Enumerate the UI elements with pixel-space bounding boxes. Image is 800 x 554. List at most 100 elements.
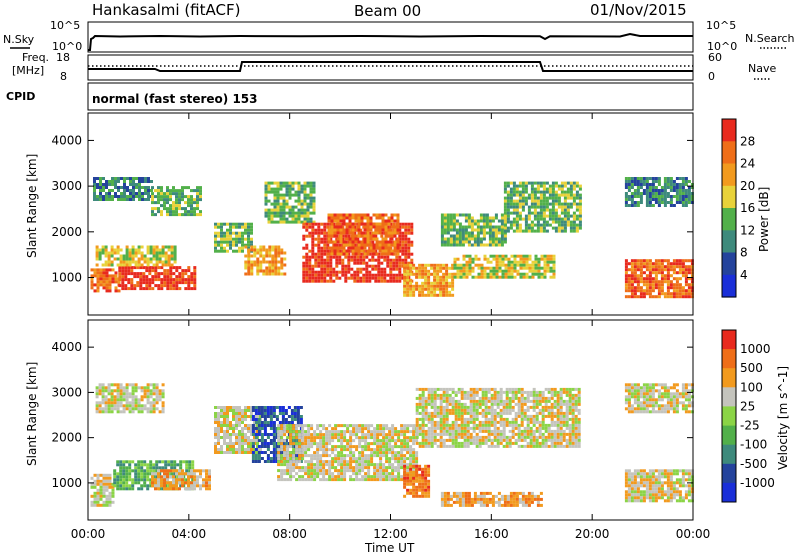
data-cell (543, 272, 547, 276)
data-cell (187, 278, 191, 282)
data-cell (323, 237, 327, 241)
data-cell (648, 289, 652, 293)
data-cell (436, 272, 440, 276)
data-cell (304, 430, 308, 434)
data-cell (172, 484, 175, 488)
data-cell (633, 274, 637, 278)
data-cell (303, 196, 307, 200)
data-cell (326, 258, 330, 262)
data-cell (274, 272, 278, 276)
data-cell (223, 231, 226, 235)
data-cell (325, 433, 329, 437)
data-cell (392, 279, 396, 283)
data-cell (336, 240, 340, 244)
data-cell (461, 234, 465, 238)
data-cell (642, 183, 646, 186)
data-cell (166, 469, 169, 473)
data-cell (678, 262, 682, 266)
data-cell (551, 211, 555, 215)
data-cell (383, 276, 387, 280)
data-cell (157, 272, 161, 276)
data-cell (355, 427, 359, 431)
data-cell (238, 225, 241, 229)
data-cell (116, 475, 120, 479)
data-cell (172, 201, 175, 205)
data-cell (235, 439, 238, 442)
data-cell (663, 292, 667, 296)
data-cell (310, 457, 314, 461)
data-cell (345, 231, 349, 235)
data-cell (175, 469, 178, 473)
data-cell (542, 199, 546, 203)
data-cell (470, 237, 474, 241)
data-cell (190, 487, 193, 491)
data-cell (548, 223, 552, 227)
data-cell (548, 184, 552, 188)
data-cell (291, 205, 295, 209)
data-cell (389, 228, 393, 232)
data-cell (299, 418, 303, 421)
data-cell (285, 205, 289, 209)
data-cell (299, 421, 303, 424)
data-cell (256, 272, 260, 276)
data-cell (539, 181, 543, 185)
data-cell (385, 466, 389, 470)
data-cell (172, 487, 175, 491)
data-cell (364, 448, 368, 452)
data-cell (482, 228, 486, 232)
data-cell (323, 231, 327, 235)
data-cell (539, 205, 543, 209)
data-cell (268, 269, 272, 273)
data-cell (331, 460, 335, 464)
data-cell (148, 272, 152, 276)
data-cell (116, 407, 120, 411)
data-cell (110, 401, 114, 405)
data-cell (90, 500, 94, 504)
data-cell (273, 220, 277, 224)
data-cell (654, 265, 658, 269)
data-cell (329, 276, 333, 280)
data-cell (285, 211, 289, 215)
data-cell (105, 476, 109, 480)
data-cell (349, 463, 353, 467)
data-cell (107, 404, 111, 408)
data-cell (678, 265, 682, 269)
freq-label: Freq. (22, 51, 49, 64)
data-cell (259, 269, 263, 273)
data-cell (238, 448, 241, 451)
data-cell (119, 383, 123, 387)
data-cell (546, 257, 550, 261)
data-cell (509, 193, 513, 197)
data-cell (524, 190, 528, 194)
data-cell (229, 442, 232, 445)
data-cell (257, 424, 261, 427)
data-cell (260, 427, 264, 430)
data-cell (293, 439, 297, 442)
data-cell (144, 189, 147, 192)
data-cell (251, 427, 255, 430)
data-cell (280, 457, 284, 461)
data-cell (401, 249, 405, 253)
data-cell (373, 439, 377, 443)
data-cell (220, 412, 223, 415)
data-cell (512, 223, 516, 227)
data-cell (390, 237, 394, 241)
data-cell (521, 196, 525, 200)
data-cell (196, 469, 199, 473)
data-cell (277, 433, 281, 437)
data-cell (492, 275, 496, 279)
data-cell (169, 275, 173, 279)
data-cell (395, 276, 399, 280)
data-cell (630, 201, 634, 204)
data-cell (524, 181, 528, 185)
data-cell (130, 284, 134, 288)
data-cell (175, 201, 178, 205)
data-cell (403, 269, 407, 273)
data-cell (467, 216, 471, 220)
data-cell (244, 237, 247, 241)
data-cell (220, 451, 223, 454)
data-cell (630, 180, 634, 183)
data-cell (340, 445, 344, 449)
data-cell (572, 193, 576, 197)
data-cell (263, 439, 267, 442)
